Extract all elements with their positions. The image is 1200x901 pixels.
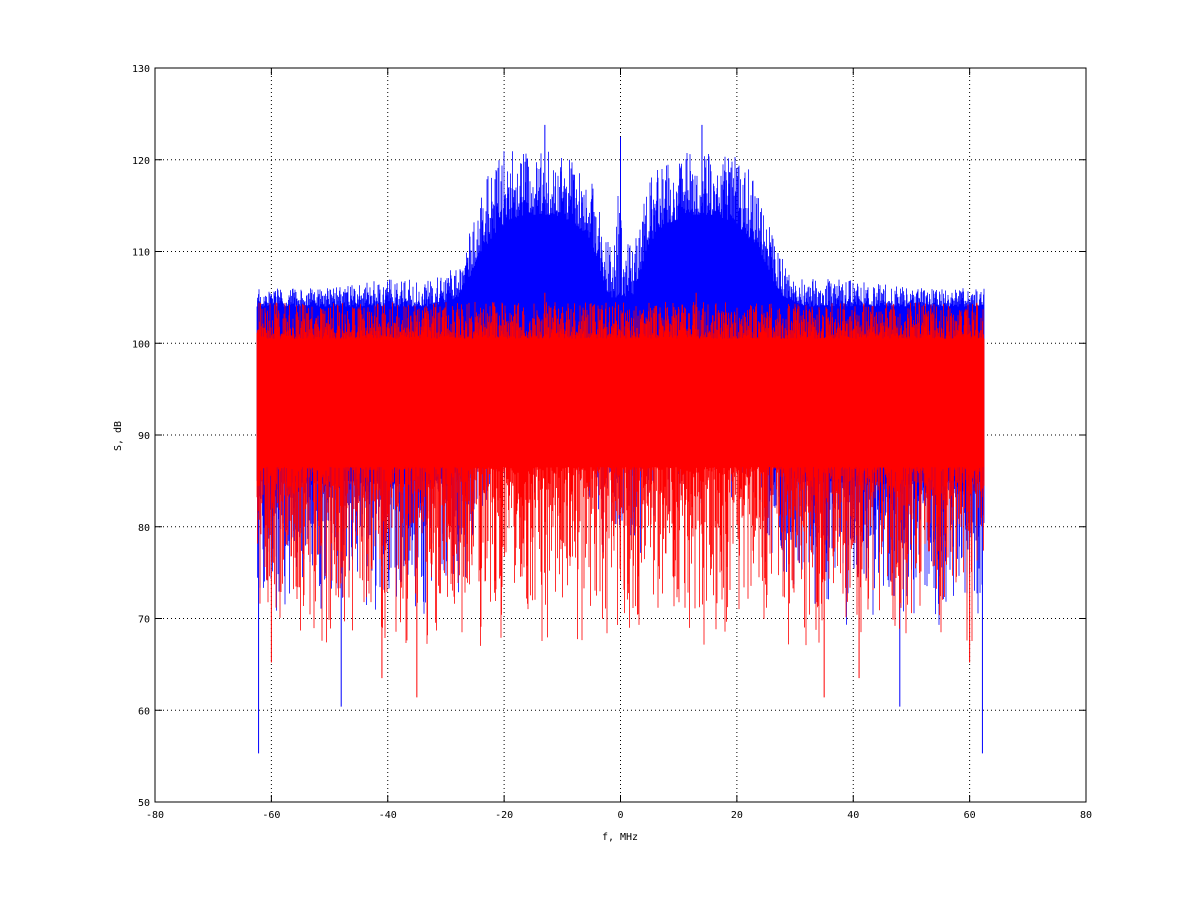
x-tick-label: -80 <box>146 810 164 821</box>
x-axis-label: f, MHz <box>602 832 638 843</box>
series-trace <box>256 302 985 646</box>
x-tick-label: -20 <box>495 810 513 821</box>
x-tick-label: 80 <box>1080 810 1092 821</box>
y-tick-label: 130 <box>132 64 150 75</box>
y-tick-label: 120 <box>132 156 150 167</box>
series-red <box>256 292 985 698</box>
y-tick-label: 100 <box>132 339 150 350</box>
y-tick-label: 90 <box>138 431 150 442</box>
y-tick-label: 60 <box>138 706 150 717</box>
y-axis-label: S, dB <box>113 421 124 451</box>
axis-ticks: -80 -60 -40 -20 0 20 40 60 80 50 60 70 80 90 100 110 120… <box>132 64 1092 821</box>
x-tick-label: 20 <box>731 810 743 821</box>
y-tick-label: 50 <box>138 798 150 809</box>
x-tick-label: 40 <box>847 810 859 821</box>
x-tick-label: 60 <box>964 810 976 821</box>
x-tick-label: -40 <box>379 810 397 821</box>
x-tick-label: 0 <box>617 810 623 821</box>
y-tick-label: 80 <box>138 523 150 534</box>
y-tick-label: 110 <box>132 248 150 259</box>
y-tick-label: 70 <box>138 615 150 626</box>
x-tick-label: -60 <box>262 810 280 821</box>
series-layer <box>256 124 985 754</box>
